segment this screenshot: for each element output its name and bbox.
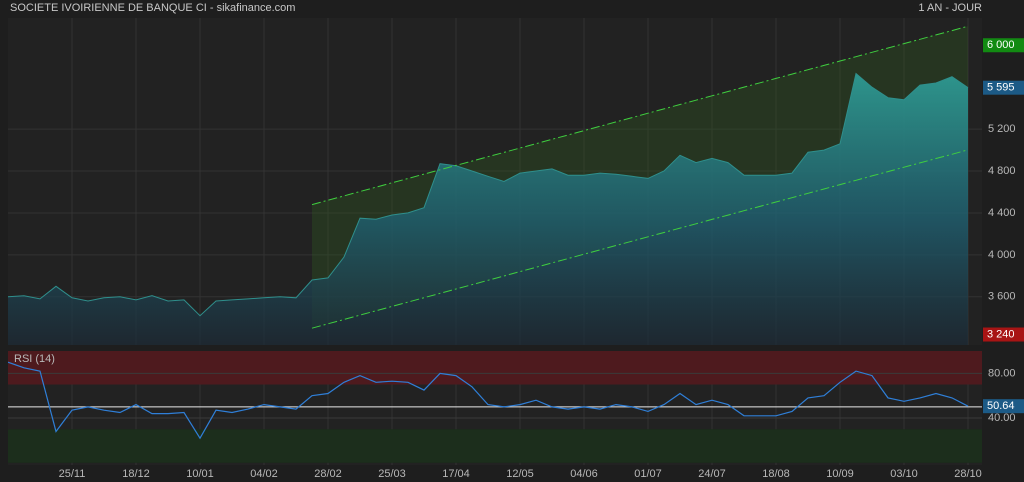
zone [8,429,982,463]
x-tick-label: 04/06 [570,468,598,480]
x-tick-label: 18/12 [122,468,150,480]
x-tick-label: 04/02 [250,468,278,480]
price-plot [8,18,982,345]
y-tick-label: 4 800 [988,165,1016,177]
x-tick-label: 17/04 [442,468,470,480]
rsi-label: RSI (14) [14,353,55,365]
y-tick-label: 80.00 [988,367,1016,379]
marker-label: 6 000 [987,39,1015,51]
price-marker [983,399,1024,414]
x-tick-label: 10/01 [186,468,214,480]
y-tick-label: 5 200 [988,123,1016,135]
zone [8,351,982,385]
y-tick-label: 3 600 [988,291,1016,303]
x-tick-label: 03/10 [890,468,918,480]
y-tick-label: 4 400 [988,207,1016,219]
marker-label: 3 240 [987,328,1015,340]
rsi-line [8,361,969,440]
x-tick-label: 12/05 [506,468,534,480]
axes: 25/11 18/12 10/01 04/02 28/02 25/03 17/04 12/05… [14,38,1024,480]
x-tick-label: 28/10 [954,468,982,480]
price-line [8,72,969,317]
x-tick-label: 28/02 [314,468,342,480]
price-marker [983,80,1024,95]
marker-label: 5 595 [987,82,1015,94]
x-tick-label: 25/03 [378,468,406,480]
price-marker [983,327,1024,342]
x-tick-label: 25/11 [59,468,86,480]
y-tick-label: 4 000 [988,249,1016,261]
x-tick-label: 18/08 [762,468,790,480]
y-tick-label: 40.00 [988,412,1016,424]
chart-title: SOCIETE IVOIRIENNE DE BANQUE CI - sikafi… [10,2,295,14]
x-tick-label: 10/09 [826,468,854,480]
price-marker [983,38,1024,53]
channel-line [311,25,969,206]
channel-line [311,149,969,329]
period-label: 1 AN - JOUR [918,2,982,14]
marker-label: 50.64 [987,400,1015,412]
x-tick-label: 01/07 [634,468,662,480]
x-tick-label: 24/07 [698,468,726,480]
price-area [8,73,968,345]
rsi-plot [8,351,982,465]
